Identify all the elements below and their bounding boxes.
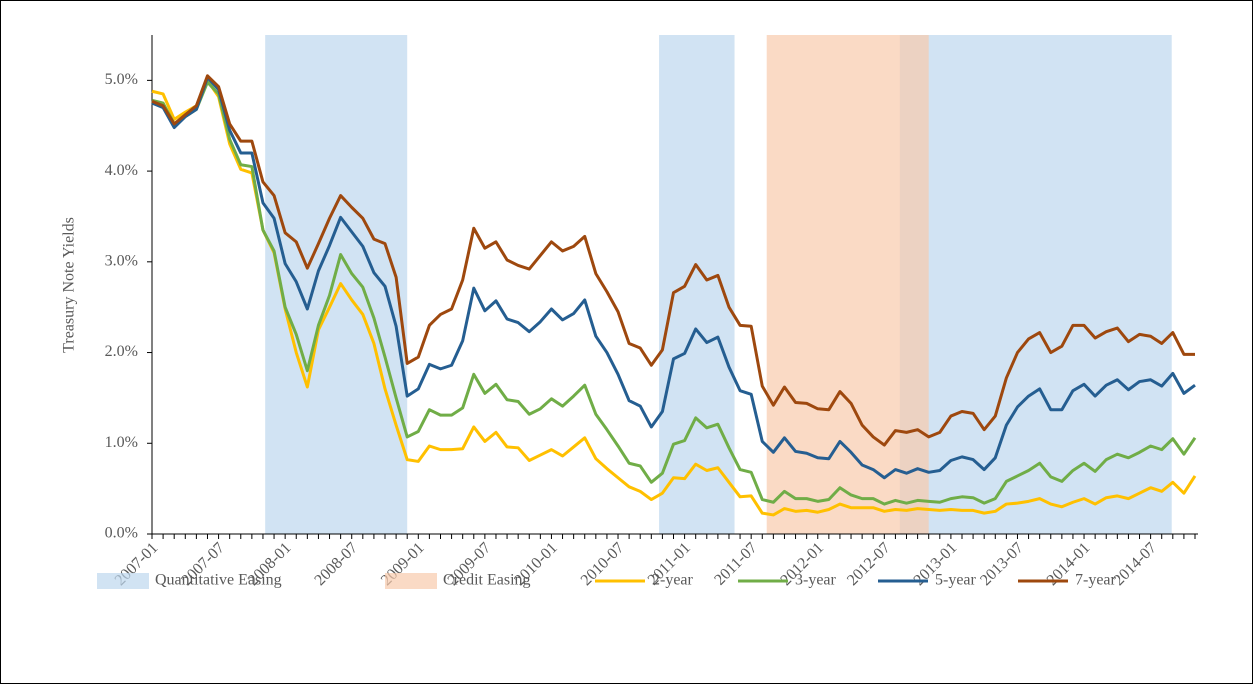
y-tick-label: 5.0% — [105, 71, 138, 88]
easing-band — [766, 35, 929, 534]
y-tick-label: 2.0% — [105, 343, 138, 360]
y-tick-label: 1.0% — [105, 434, 138, 451]
series-line — [151, 78, 1197, 517]
legend-label: Credit Easing — [443, 572, 531, 589]
legend-label: 3-year — [795, 572, 837, 589]
y-axis-label: Treasury Note Yields — [61, 217, 78, 353]
y-tick-label: 3.0% — [105, 252, 138, 269]
legend-swatch — [97, 573, 149, 589]
series-line — [151, 74, 1195, 447]
y-tick-label: 4.0% — [105, 162, 138, 179]
legend-swatch — [385, 573, 437, 589]
legend-label: 2-year — [652, 572, 694, 589]
series-line — [151, 76, 1196, 480]
legend-label: Quantitative Easing — [155, 572, 282, 589]
legend-label: 5-year — [935, 572, 977, 589]
y-tick-label: 0.0% — [105, 525, 138, 542]
legend-label: 7-year — [1075, 572, 1117, 589]
series-line — [151, 80, 1197, 506]
easing-band — [265, 35, 408, 534]
easing-band — [659, 35, 735, 534]
easing-band — [899, 35, 1172, 534]
